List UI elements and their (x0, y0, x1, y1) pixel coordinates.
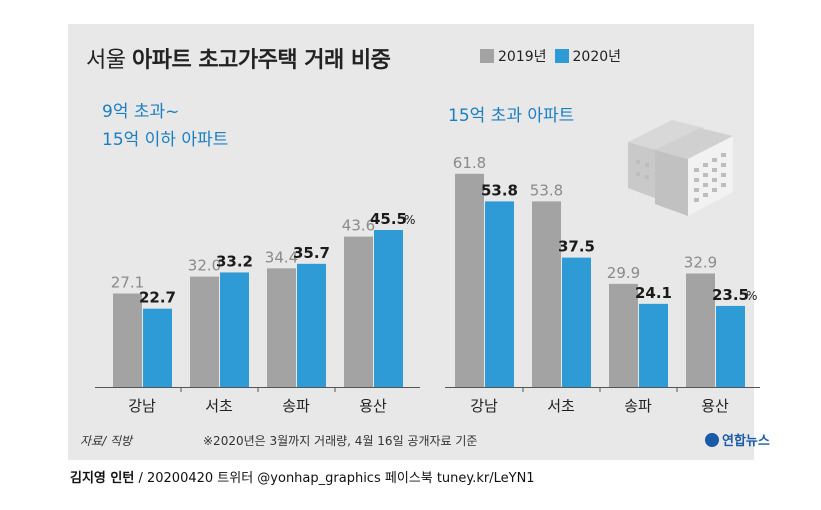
bar-2019-0 (455, 173, 484, 387)
left-subtitle: 9억 초과~ 15억 이하 아파트 (102, 98, 228, 154)
legend-label-2020: 2020년 (572, 49, 622, 65)
bar-2020-0 (485, 201, 514, 387)
bar-2019-2 (609, 283, 638, 387)
bar-2019-2 (267, 268, 296, 387)
category-label-2: 송파 (624, 397, 652, 415)
chart-title: 서울 아파트 초고가주택 거래 비중 (86, 42, 391, 74)
bar-2020-2 (297, 263, 326, 387)
bar-2020-1 (562, 257, 591, 387)
value-label-2020-0: 22.7 (139, 289, 176, 307)
bar-2019-3 (344, 236, 373, 387)
value-label-2020-2: 24.1 (635, 284, 672, 302)
bar-2020-3 (374, 230, 403, 387)
yonhap-logo-icon (705, 432, 719, 447)
yonhap-logo-text: 연합뉴스 (722, 434, 770, 449)
apartment-building-icon (628, 120, 733, 216)
category-label-1: 서초 (547, 397, 575, 415)
bar-2020-0 (143, 308, 172, 387)
unit-label: % (746, 289, 757, 303)
credit-line: 김지영 인턴 / 20200420 트위터 @yonhap_graphics 페… (70, 467, 535, 486)
yonhap-logo: 연합뉴스 (705, 430, 770, 449)
credit-rest: / 20200420 트위터 @yonhap_graphics 페이스북 tun… (138, 471, 535, 486)
legend-item-2020: 2020년 (554, 46, 622, 66)
value-label-2020-1: 37.5 (558, 238, 595, 256)
value-label-2020-3: 45.5 (370, 210, 407, 228)
bar-2019-1 (190, 276, 219, 387)
chart-title-prefix: 서울 (86, 48, 126, 73)
value-label-2019-2: 34.4 (265, 248, 298, 266)
source-note: 자료/ 직방 (80, 434, 133, 448)
bar-2019-0 (113, 293, 142, 387)
category-label-0: 강남 (128, 397, 156, 415)
value-label-2019-2: 29.9 (607, 264, 640, 282)
unit-label: % (404, 213, 415, 227)
legend-swatch-2020 (554, 49, 569, 63)
value-label-2019-0: 61.8 (453, 154, 486, 172)
value-label-2019-1: 32.0 (188, 257, 221, 275)
legend-label-2019: 2019년 (498, 49, 547, 65)
category-label-0: 강남 (470, 397, 498, 415)
value-label-2019-3: 32.9 (684, 253, 717, 271)
bar-2020-3 (716, 305, 745, 387)
left-subtitle-line2: 15억 이하 아파트 (102, 130, 229, 150)
legend-item-2019: 2019년 (480, 46, 547, 66)
left-subtitle-line1: 9억 초과~ (102, 102, 180, 122)
category-label-1: 서초 (205, 397, 233, 415)
bar-2020-1 (220, 272, 249, 387)
category-label-3: 용산 (359, 397, 387, 415)
credit-name: 김지영 인턴 (70, 471, 135, 486)
right-subtitle: 15억 초과 아파트 (448, 106, 575, 126)
legend-swatch-2019 (480, 49, 494, 63)
category-label-3: 용산 (701, 397, 729, 415)
legend: 2019년 2020년 (480, 46, 621, 66)
value-label-2020-2: 35.7 (293, 244, 330, 262)
footnote: ※2020년은 3월까지 거래량, 4월 16일 공개자료 기준 (203, 434, 478, 448)
bar-2019-1 (532, 201, 561, 387)
value-label-2019-0: 27.1 (111, 274, 144, 292)
value-label-2019-1: 53.8 (530, 181, 563, 199)
bar-2020-2 (639, 303, 668, 387)
value-label-2020-1: 33.2 (216, 252, 253, 270)
chart-title-main: 아파트 초고가주택 거래 비중 (131, 48, 391, 73)
value-label-2020-0: 53.8 (481, 181, 518, 199)
value-label-2019-3: 43.6 (342, 217, 375, 235)
category-label-2: 송파 (282, 397, 310, 415)
value-label-2020-3: 23.5 (712, 286, 749, 304)
bar-2019-3 (686, 273, 715, 387)
